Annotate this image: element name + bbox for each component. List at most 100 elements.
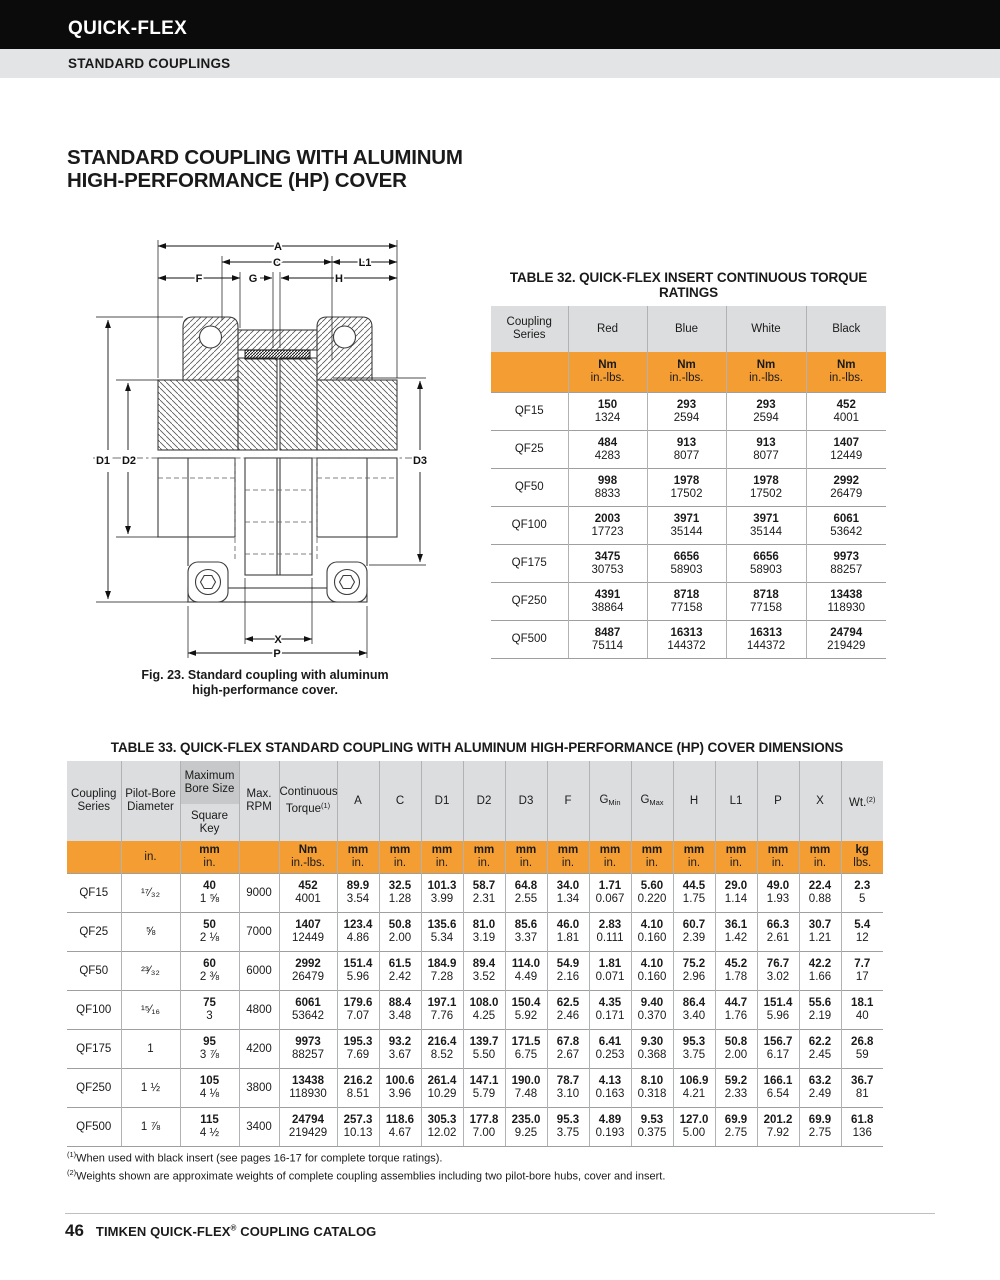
series-cell: QF25: [491, 430, 568, 469]
rpm-cell: 7000: [238, 912, 279, 952]
value-cell: 4.10 0.160: [630, 951, 673, 991]
brand-title: QUICK-FLEX: [68, 18, 188, 39]
pilot-bore-cell: ¹⁷⁄₃₂: [120, 873, 180, 913]
value-cell: 127.0 5.00: [672, 1107, 715, 1147]
page-number: 46: [65, 1221, 84, 1240]
table-row: QF175 3475 30753 6656 58903 6656 58903 9973 8825…: [491, 544, 886, 583]
value-cell: 305.3 12.02: [420, 1107, 463, 1147]
dim-label-g: G: [249, 273, 258, 285]
units-white: Nm in.-lbs.: [725, 352, 806, 393]
value-cell: 9.30 0.368: [630, 1029, 673, 1069]
rpm-cell: 6000: [238, 951, 279, 991]
col-header-a: A: [336, 761, 379, 841]
series-cell: QF15: [491, 392, 568, 431]
value-cell: 36.1 1.42: [714, 912, 757, 952]
value-cell: 108.0 4.25: [462, 990, 505, 1030]
cover-bolt-hole-left: [198, 325, 223, 349]
value-cell: 190.0 7.48: [504, 1068, 547, 1108]
value-cell: 452 4001: [278, 873, 337, 913]
value-cell: 13438 118930: [805, 582, 886, 621]
figure-caption-line2: high-performance cover.: [192, 683, 338, 697]
table-33: Coupling Series Pilot-Bore Diameter Maxi…: [67, 761, 883, 1147]
value-cell: 67.8 2.67: [546, 1029, 589, 1069]
table-row: QF175 1 95 3 ⅞ 4200 9973 88257 195.3 7.69 93.2 3.6…: [67, 1029, 883, 1069]
units-blank: [67, 841, 121, 874]
series-cell: QF175: [491, 544, 568, 583]
value-cell: 3971 35144: [646, 506, 726, 545]
value-cell: 95 3 ⅞: [179, 1029, 239, 1069]
coupling-diagram: A C L1 F G H D1 D2 D3 X: [88, 232, 460, 664]
units-torque: Nm in.-lbs.: [278, 841, 337, 874]
value-cell: 452 4001: [805, 392, 886, 431]
value-cell: 7.7 17: [840, 951, 883, 991]
col-header-p: P: [756, 761, 799, 841]
dim-label-h: H: [335, 273, 343, 285]
rpm-cell: 4800: [238, 990, 279, 1030]
cover-bottom-outline: [157, 457, 398, 603]
value-cell: 135.6 5.34: [420, 912, 463, 952]
page-footer: 46 TIMKEN QUICK-FLEX® COUPLING CATALOG: [65, 1221, 376, 1241]
value-cell: 93.2 3.67: [378, 1029, 421, 1069]
series-cell: QF50: [67, 951, 121, 991]
footnote-1: (1)When used with black insert (see page…: [67, 1150, 443, 1165]
value-cell: 1407 12449: [805, 430, 886, 469]
value-cell: 9.53 0.375: [630, 1107, 673, 1147]
value-cell: 913 8077: [646, 430, 726, 469]
table-row: QF25 484 4283 913 8077 913 8077 1407 12449: [491, 430, 886, 469]
value-cell: 75.2 2.96: [672, 951, 715, 991]
value-cell: 29.0 1.14: [714, 873, 757, 913]
units-dim: mm in.: [546, 841, 589, 874]
top-black-bar: QUICK-FLEX: [0, 0, 1000, 49]
hex-socket-bolt-right: [338, 574, 356, 590]
value-cell: 235.0 9.25: [504, 1107, 547, 1147]
elastomer-insert: [244, 349, 311, 360]
section-label: STANDARD COUPLINGS: [68, 56, 231, 71]
value-cell: 85.6 3.37: [504, 912, 547, 952]
value-cell: 32.5 1.28: [378, 873, 421, 913]
units-blank: [238, 841, 279, 874]
value-cell: 61.5 2.42: [378, 951, 421, 991]
value-cell: 63.2 2.49: [798, 1068, 841, 1108]
table-32-units-row: Nm in.-lbs. Nm in.-lbs. Nm in.-lbs. Nm in.-l…: [491, 352, 886, 393]
dim-label-c: C: [273, 257, 281, 269]
value-cell: 216.2 8.51: [336, 1068, 379, 1108]
units-dim: mm in.: [420, 841, 463, 874]
value-cell: 2.3 5: [840, 873, 883, 913]
col-header-x: X: [798, 761, 841, 841]
cover-bolt-hole-right: [332, 325, 357, 349]
col-header-red: Red: [567, 306, 647, 352]
value-cell: 197.1 7.76: [420, 990, 463, 1030]
col-header-pilot-bore: Pilot-Bore Diameter: [120, 761, 180, 841]
value-cell: 6656 58903: [646, 544, 726, 583]
dim-label-d1: D1: [96, 455, 110, 467]
col-header-l1: L1: [714, 761, 757, 841]
value-cell: 118.6 4.67: [378, 1107, 421, 1147]
value-cell: 69.9 2.75: [798, 1107, 841, 1147]
coupling-top-section: [157, 316, 398, 451]
dim-label-l1: L1: [359, 257, 372, 269]
table-32-torque-ratings: TABLE 32. QUICK-FLEX INSERT CONTINUOUS T…: [491, 270, 886, 659]
series-cell: QF500: [491, 620, 568, 659]
value-cell: 4391 38864: [567, 582, 647, 621]
value-cell: 59.2 2.33: [714, 1068, 757, 1108]
value-cell: 101.3 3.99: [420, 873, 463, 913]
value-cell: 46.0 1.81: [546, 912, 589, 952]
value-cell: 166.1 6.54: [756, 1068, 799, 1108]
value-cell: 24794 219429: [278, 1107, 337, 1147]
value-cell: 6061 53642: [805, 506, 886, 545]
value-cell: 9973 88257: [805, 544, 886, 583]
units-dim: mm in.: [336, 841, 379, 874]
value-cell: 3475 30753: [567, 544, 647, 583]
units-bore: mm in.: [179, 841, 239, 874]
value-cell: 8718 77158: [725, 582, 806, 621]
table-row: QF25 ⅝ 50 2 ⅛ 7000 1407 12449 123.4 4.86 50.8 2.00…: [67, 912, 883, 952]
value-cell: 195.3 7.69: [336, 1029, 379, 1069]
units-dim: mm in.: [462, 841, 505, 874]
units-pilot: in.: [120, 841, 180, 874]
pilot-bore-cell: ⅝: [120, 912, 180, 952]
value-cell: 1978 17502: [646, 468, 726, 507]
series-cell: QF500: [67, 1107, 121, 1147]
col-header-wt: Wt.(2): [840, 761, 883, 841]
page-title-line2: HIGH-PERFORMANCE (HP) COVER: [67, 169, 407, 192]
value-cell: 9973 88257: [278, 1029, 337, 1069]
